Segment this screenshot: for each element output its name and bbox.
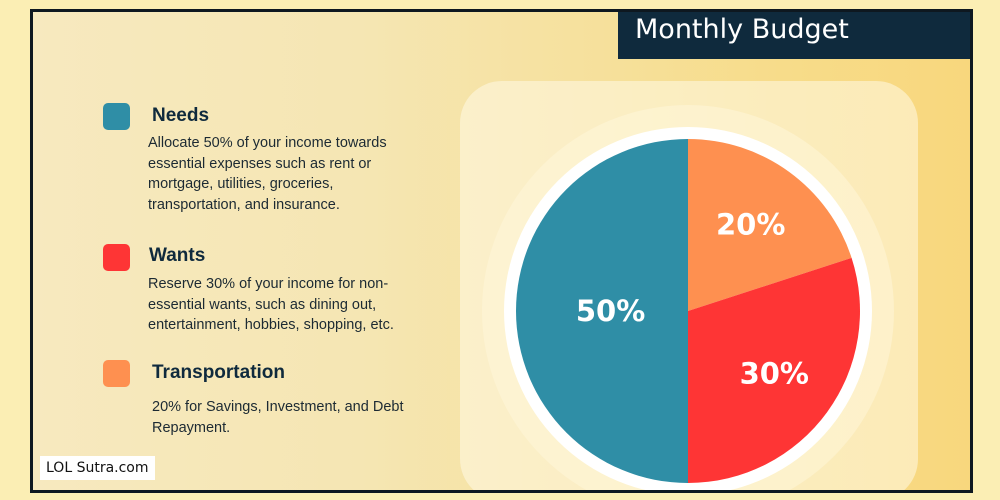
legend-name-transportation: Transportation	[152, 362, 286, 383]
legend-desc-wants: Reserve 30% of your income for non-essen…	[148, 276, 394, 333]
legend-swatch-needs	[103, 103, 130, 130]
pie-label-20: 20%	[716, 208, 785, 242]
pie-label-50: 50%	[576, 294, 645, 328]
legend-swatch-wants	[103, 244, 130, 271]
legend-swatch-transportation	[103, 360, 130, 387]
legend-name-needs: Needs	[152, 105, 210, 126]
pie-slice-20	[688, 139, 852, 311]
title-bar: Monthly Budget	[618, 12, 970, 59]
legend-desc-needs: Allocate 50% of your income towards esse…	[148, 135, 387, 213]
watermark: LOL Sutra.com	[40, 456, 155, 480]
pie-slice-30	[688, 257, 860, 483]
pie-slice-50	[516, 139, 688, 483]
legend-desc-transportation: 20% for Savings, Investment, and Debt Re…	[152, 399, 404, 436]
pie-label-30: 30%	[740, 357, 809, 391]
legend-name-wants: Wants	[149, 245, 206, 266]
page-title: Monthly Budget	[635, 14, 849, 45]
infographic-frame: Monthly Budget Needs Allocate 50% of you…	[30, 9, 973, 493]
pie-chart: 20% 30% 50%	[482, 105, 894, 490]
